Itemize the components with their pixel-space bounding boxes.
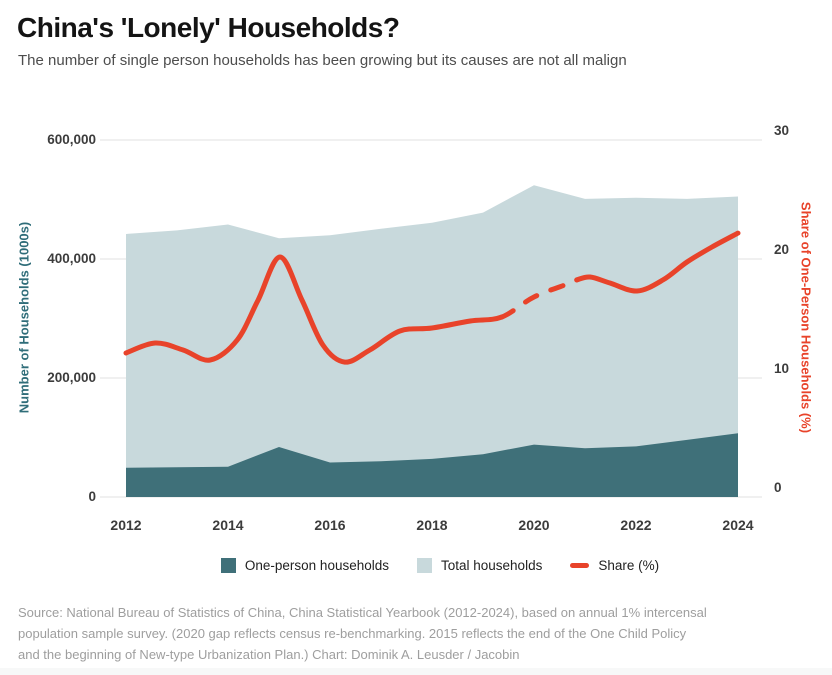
share-line-solid-1 xyxy=(123,254,505,365)
left-axis-title: Number of Households (1000s) xyxy=(16,221,32,414)
legend-label-one-person: One-person households xyxy=(244,558,389,573)
x-tick-label-2018: 2018 xyxy=(416,517,448,533)
x-tick-label-2024: 2024 xyxy=(722,517,754,533)
share-line-solid-2 xyxy=(574,230,741,294)
share-dash-swatch-icon xyxy=(570,563,590,568)
legend-label-total: Total households xyxy=(441,558,543,573)
legend: One-person households Total households S… xyxy=(24,558,832,573)
legend-label-share: Share (%) xyxy=(598,558,660,573)
x-tick-label-2012: 2012 xyxy=(110,517,142,533)
x-tick-label-2016: 2016 xyxy=(314,517,346,533)
right-axis-title: Share of One-Person Households (%) xyxy=(798,201,814,434)
x-tick-label-2022: 2022 xyxy=(620,517,652,533)
source-note: Source: National Bureau of Statistics of… xyxy=(18,602,707,665)
one-person-households-area xyxy=(126,433,738,497)
right-tick-label: 20 xyxy=(774,242,790,257)
legend-item-share: Share (%) xyxy=(570,558,659,573)
page-title: China's 'Lonely' Households? xyxy=(17,12,400,43)
left-tick-label: 200,000 xyxy=(47,370,96,385)
total-households-area xyxy=(126,185,738,497)
one-person-swatch-icon xyxy=(220,558,236,573)
right-tick-label: 0 xyxy=(774,480,782,495)
page-subtitle: The number of single person households h… xyxy=(18,52,627,69)
left-tick-label: 600,000 xyxy=(47,132,96,147)
right-tick-label: 10 xyxy=(774,361,790,376)
source-line-2: population sample survey. (2020 gap refl… xyxy=(18,626,687,641)
source-line-1: Source: National Bureau of Statistics of… xyxy=(18,605,707,620)
legend-item-total: Total households xyxy=(417,558,542,573)
right-tick-label: 30 xyxy=(774,123,790,138)
source-line-3: and the beginning of New-type Urbanizati… xyxy=(18,647,520,662)
left-tick-label: 0 xyxy=(88,489,96,504)
footer-strip xyxy=(0,668,832,675)
legend-item-one-person: One-person households xyxy=(220,558,389,573)
total-swatch-icon xyxy=(417,558,432,573)
x-tick-label-2020: 2020 xyxy=(518,517,550,533)
x-tick-label-2014: 2014 xyxy=(212,517,244,533)
left-tick-label: 400,000 xyxy=(47,251,96,266)
